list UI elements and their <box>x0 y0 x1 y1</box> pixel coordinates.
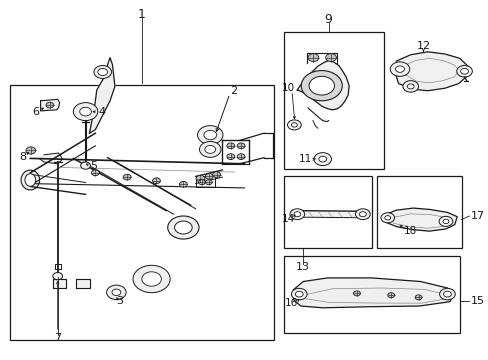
Circle shape <box>142 272 161 286</box>
Polygon shape <box>89 58 115 133</box>
Text: 8: 8 <box>20 152 26 162</box>
Circle shape <box>198 180 205 185</box>
Ellipse shape <box>25 174 36 186</box>
Text: 13: 13 <box>296 262 309 272</box>
Polygon shape <box>297 60 348 110</box>
Circle shape <box>384 216 390 220</box>
Text: 11: 11 <box>298 154 312 165</box>
Circle shape <box>212 172 220 177</box>
Circle shape <box>179 181 187 187</box>
Circle shape <box>197 126 223 144</box>
Circle shape <box>205 180 212 185</box>
Circle shape <box>380 213 394 223</box>
Circle shape <box>167 216 199 239</box>
Circle shape <box>402 81 418 92</box>
Text: 16: 16 <box>285 298 298 308</box>
Circle shape <box>287 120 301 130</box>
Circle shape <box>199 141 221 157</box>
Text: 4: 4 <box>99 107 106 117</box>
Circle shape <box>438 216 452 226</box>
Circle shape <box>81 162 90 169</box>
Circle shape <box>387 293 394 298</box>
Circle shape <box>174 221 192 234</box>
Circle shape <box>133 265 170 293</box>
Circle shape <box>456 66 471 77</box>
Circle shape <box>291 123 297 127</box>
Circle shape <box>112 289 121 296</box>
Circle shape <box>313 153 331 166</box>
Circle shape <box>152 178 160 184</box>
Bar <box>283 176 371 248</box>
Polygon shape <box>41 99 60 111</box>
Circle shape <box>293 212 300 217</box>
Text: 5: 5 <box>90 161 97 171</box>
Circle shape <box>443 291 450 297</box>
Circle shape <box>237 143 244 149</box>
Text: 9: 9 <box>324 13 332 26</box>
Bar <box>283 32 383 169</box>
Text: 7: 7 <box>54 333 61 343</box>
Circle shape <box>291 288 306 300</box>
Text: 1: 1 <box>138 8 145 21</box>
Text: 17: 17 <box>469 211 484 221</box>
Text: 10: 10 <box>281 83 294 93</box>
Text: 6: 6 <box>32 107 39 117</box>
Text: 2: 2 <box>230 86 237 96</box>
Circle shape <box>196 175 204 182</box>
Circle shape <box>414 295 421 300</box>
Polygon shape <box>292 211 366 218</box>
Circle shape <box>318 156 326 162</box>
Circle shape <box>442 219 448 224</box>
Circle shape <box>359 212 366 217</box>
Circle shape <box>395 66 404 72</box>
Polygon shape <box>293 278 453 308</box>
Bar <box>283 256 459 333</box>
Circle shape <box>98 68 107 76</box>
Circle shape <box>106 285 126 300</box>
Circle shape <box>325 54 336 62</box>
Circle shape <box>439 288 454 300</box>
Polygon shape <box>53 279 66 288</box>
Circle shape <box>295 291 303 297</box>
Circle shape <box>80 107 91 116</box>
Bar <box>10 85 273 340</box>
Text: 3: 3 <box>116 296 123 306</box>
Circle shape <box>73 103 98 121</box>
Circle shape <box>203 130 216 140</box>
Circle shape <box>53 273 62 280</box>
Circle shape <box>94 66 111 78</box>
Text: 14: 14 <box>281 213 294 224</box>
Polygon shape <box>395 52 468 91</box>
Circle shape <box>289 209 304 220</box>
Circle shape <box>460 68 468 74</box>
Circle shape <box>204 145 215 153</box>
Ellipse shape <box>21 170 40 190</box>
Circle shape <box>308 76 334 95</box>
Circle shape <box>301 71 342 101</box>
Text: 12: 12 <box>416 41 429 51</box>
Circle shape <box>123 174 131 180</box>
Circle shape <box>307 54 318 62</box>
Circle shape <box>226 154 234 159</box>
Bar <box>376 176 461 248</box>
Text: 18: 18 <box>403 226 417 236</box>
Circle shape <box>237 154 244 159</box>
Text: 15: 15 <box>469 296 484 306</box>
Circle shape <box>226 143 234 149</box>
Polygon shape <box>39 153 62 164</box>
Circle shape <box>46 102 54 108</box>
Circle shape <box>26 147 36 154</box>
Polygon shape <box>76 279 90 288</box>
Circle shape <box>407 84 413 89</box>
Circle shape <box>91 170 99 176</box>
Circle shape <box>389 62 409 76</box>
Circle shape <box>353 291 360 296</box>
Circle shape <box>355 209 369 220</box>
Circle shape <box>205 174 213 179</box>
Polygon shape <box>383 208 456 231</box>
